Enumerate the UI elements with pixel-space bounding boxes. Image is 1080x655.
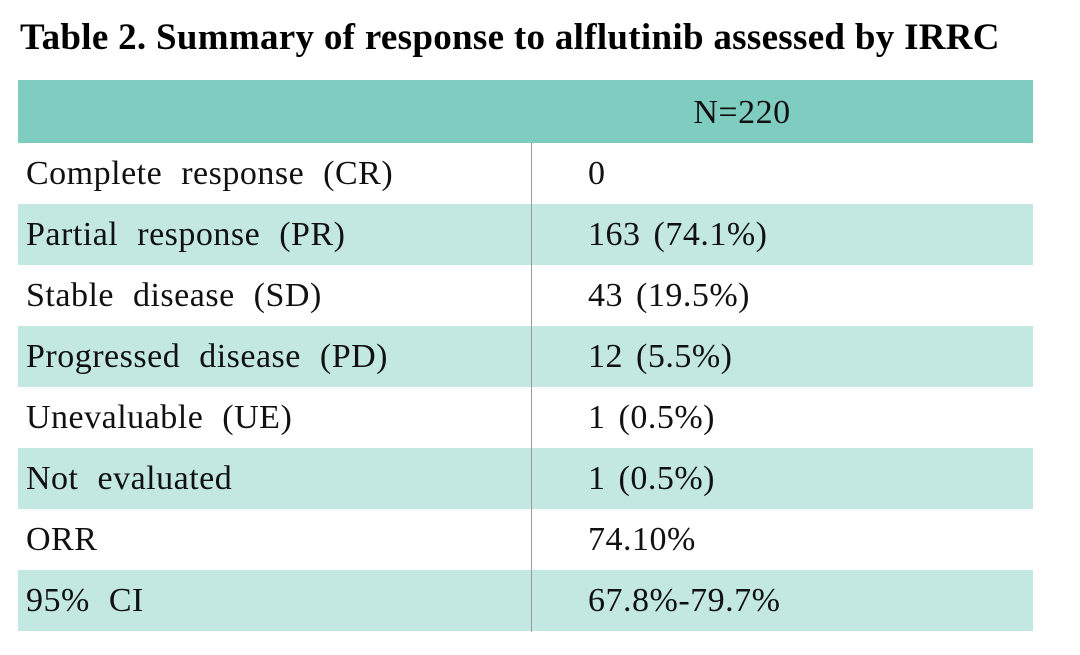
row-label: Complete response (CR): [26, 155, 394, 192]
table-row: Complete response (CR) 0: [18, 143, 1033, 204]
header-cell: N=220: [693, 94, 791, 131]
row-value: 12 (5.5%): [588, 338, 733, 375]
row-value: 43 (19.5%): [588, 277, 750, 314]
table: N=220 Complete response (CR) 0 Partial res…: [18, 80, 1033, 631]
row-value: 1 (0.5%): [588, 460, 715, 497]
row-label: 95% CI: [26, 582, 144, 619]
row-value: 67.8%-79.7%: [588, 582, 781, 619]
row-label: Stable disease (SD): [26, 277, 322, 314]
row-label: ORR: [26, 521, 98, 558]
table-row: Partial response (PR) 163 (74.1%): [18, 204, 1033, 265]
table-row: ORR 74.10%: [18, 509, 1033, 570]
row-label: Not evaluated: [26, 460, 233, 497]
row-value: 0: [588, 155, 606, 192]
row-value: 1 (0.5%): [588, 399, 715, 436]
row-label: Unevaluable (UE): [26, 399, 293, 436]
table-row: 95% CI 67.8%-79.7%: [18, 570, 1033, 631]
row-value: 163 (74.1%): [588, 216, 768, 253]
table-row: Not evaluated 1 (0.5%): [18, 448, 1033, 509]
row-label: Partial response (PR): [26, 216, 346, 253]
table-row: Unevaluable (UE) 1 (0.5%): [18, 387, 1033, 448]
header-row: N=220: [18, 80, 1033, 143]
row-value: 74.10%: [588, 521, 696, 558]
table-title: Table 2. Summary of response to alflutin…: [20, 17, 1000, 58]
column-divider: [531, 143, 532, 632]
row-label: Progressed disease (PD): [26, 338, 388, 375]
table-row: Stable disease (SD) 43 (19.5%): [18, 265, 1033, 326]
table-row: Progressed disease (PD) 12 (5.5%): [18, 326, 1033, 387]
